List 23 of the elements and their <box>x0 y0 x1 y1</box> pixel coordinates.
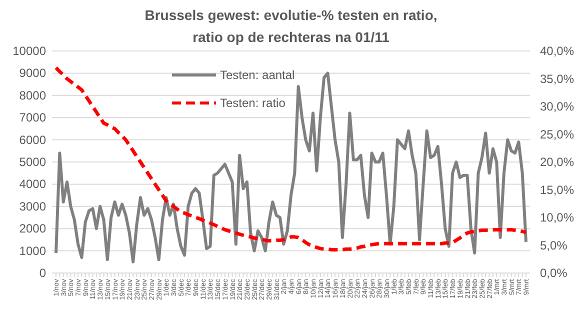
chart-title: Brussels gewest: evolutie-% testen en ratio, ratio op de rechteras na 01/11 <box>144 7 438 45</box>
y-tick-label: 8000 <box>19 88 46 102</box>
y2-tick-label: 5,0% <box>540 238 568 252</box>
y2-tick-label: 40,0% <box>540 44 574 58</box>
y2-tick-label: 0,0% <box>540 266 568 280</box>
y-tick-label: 5000 <box>19 155 46 169</box>
y2-tick-label: 25,0% <box>540 127 574 142</box>
y2-tick-label: 20,0% <box>540 155 574 169</box>
y-tick-label: 6000 <box>19 132 46 147</box>
y-tick-label: 0 <box>39 266 46 280</box>
y-tick-label: 4000 <box>19 177 46 192</box>
legend-label: Testen: ratio <box>220 96 286 110</box>
y2-tick-label: 15,0% <box>540 182 574 197</box>
legend-label: Testen: aantal <box>220 68 295 82</box>
y2-tick-label: 10,0% <box>540 210 574 224</box>
y2-tick-label: 35,0% <box>540 72 574 86</box>
y-tick-label: 2000 <box>19 222 46 236</box>
y-tick-label: 10000 <box>12 44 46 58</box>
y-tick-label: 9000 <box>19 66 46 80</box>
y-tick-label: 3000 <box>19 199 46 214</box>
y2-tick-label: 30,0% <box>540 100 574 114</box>
y-tick-label: 1000 <box>19 244 46 258</box>
y-tick-label: 7000 <box>19 110 46 125</box>
